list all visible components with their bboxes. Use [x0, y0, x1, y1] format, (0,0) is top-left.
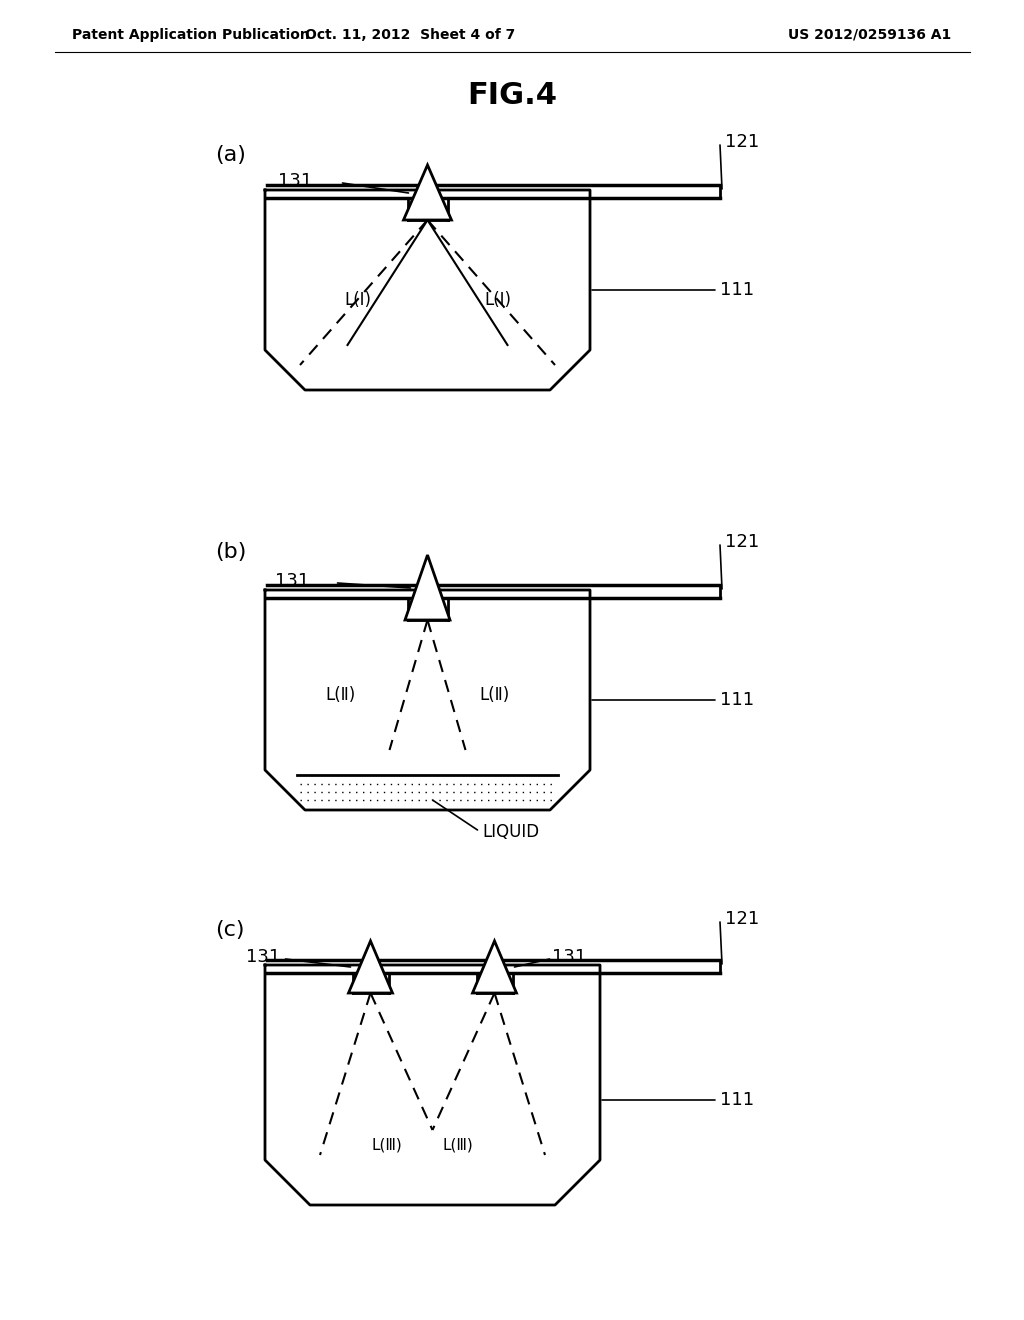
Text: 121: 121 [725, 133, 759, 150]
Text: 131: 131 [246, 948, 281, 966]
Text: LIQUID: LIQUID [482, 822, 540, 841]
Polygon shape [348, 941, 392, 993]
Text: L(Ⅰ): L(Ⅰ) [344, 290, 371, 309]
Text: L(Ⅲ): L(Ⅲ) [372, 1138, 402, 1152]
Polygon shape [403, 165, 452, 220]
Text: 111: 111 [720, 1092, 754, 1109]
Text: (c): (c) [215, 920, 245, 940]
Text: L(Ⅱ): L(Ⅱ) [479, 686, 510, 704]
Text: 121: 121 [725, 909, 759, 928]
Text: Patent Application Publication: Patent Application Publication [72, 28, 309, 42]
Text: 131: 131 [275, 572, 309, 590]
Text: (b): (b) [215, 543, 247, 562]
Text: L(Ⅱ): L(Ⅱ) [326, 686, 355, 704]
Polygon shape [406, 554, 450, 620]
Text: L(Ⅲ): L(Ⅲ) [442, 1138, 473, 1152]
Text: US 2012/0259136 A1: US 2012/0259136 A1 [788, 28, 951, 42]
Text: 131: 131 [553, 948, 587, 966]
Text: Oct. 11, 2012  Sheet 4 of 7: Oct. 11, 2012 Sheet 4 of 7 [305, 28, 515, 42]
Text: FIG.4: FIG.4 [467, 81, 557, 110]
Text: L(Ⅰ): L(Ⅰ) [484, 290, 511, 309]
Text: 111: 111 [720, 690, 754, 709]
Polygon shape [472, 941, 516, 993]
Text: 111: 111 [720, 281, 754, 300]
Text: 131: 131 [279, 172, 312, 190]
Text: (a): (a) [215, 145, 246, 165]
Text: 121: 121 [725, 533, 759, 550]
